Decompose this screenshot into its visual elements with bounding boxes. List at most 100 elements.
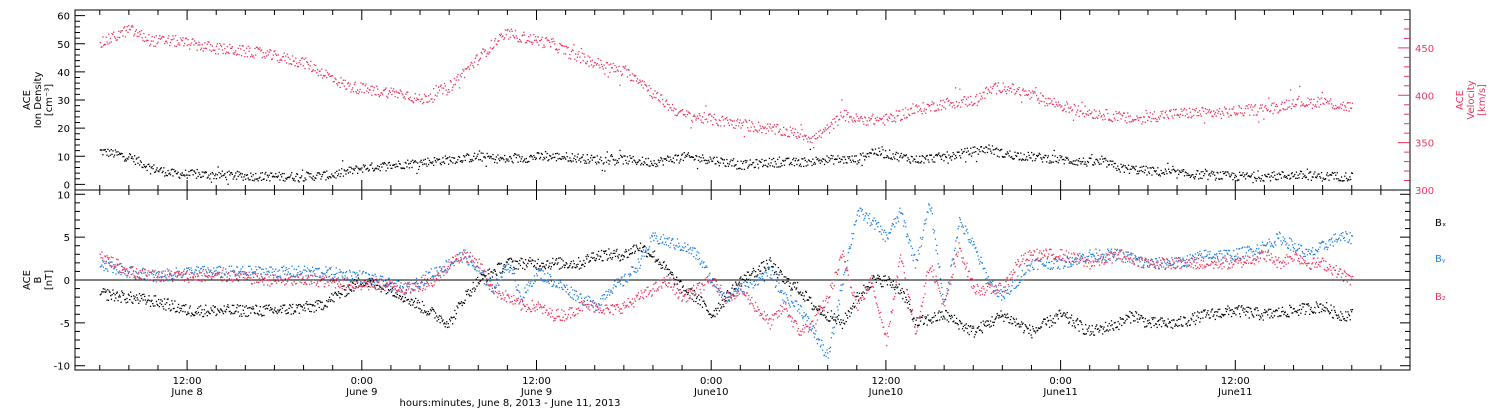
scatter-point	[872, 275, 875, 277]
scatter-point	[190, 315, 192, 317]
scatter-point	[1119, 113, 1121, 115]
scatter-point	[238, 305, 240, 307]
scatter-point	[1292, 99, 1294, 101]
scatter-point	[1070, 106, 1072, 108]
scatter-point	[1232, 108, 1234, 110]
scatter-point	[261, 56, 264, 59]
scatter-point	[172, 303, 174, 305]
scatter-point	[437, 92, 439, 94]
scatter-point	[936, 104, 938, 106]
scatter-point	[1304, 313, 1306, 315]
scatter-point	[468, 154, 470, 156]
scatter-point	[678, 111, 680, 113]
scatter-point	[387, 167, 389, 169]
scatter-point	[1168, 322, 1170, 324]
scatter-point	[620, 259, 622, 261]
scatter-point	[1217, 172, 1219, 174]
scatter-point	[1320, 172, 1323, 174]
scatter-point	[464, 68, 466, 70]
scatter-point	[1106, 329, 1108, 331]
scatter-point	[752, 161, 755, 164]
scatter-point	[1162, 110, 1164, 112]
scatter-point	[624, 155, 626, 157]
scatter-point	[1020, 95, 1022, 97]
scatter-point	[568, 57, 570, 59]
scatter-point	[151, 273, 153, 275]
scatter-point	[453, 84, 455, 86]
scatter-point	[290, 63, 292, 65]
scatter-point	[948, 314, 950, 317]
scatter-point	[880, 153, 882, 155]
scatter-point	[975, 331, 977, 333]
scatter-point	[914, 161, 917, 163]
scatter-point	[818, 159, 821, 161]
scatter-point	[1130, 312, 1132, 314]
scatter-point	[410, 99, 412, 102]
scatter-point	[702, 300, 704, 302]
scatter-point	[1017, 322, 1020, 325]
scatter-point	[653, 160, 655, 162]
scatter-point	[101, 149, 103, 151]
scatter-point	[1343, 180, 1345, 182]
scatter-point	[697, 117, 700, 120]
scatter-point	[1051, 154, 1054, 156]
scatter-point	[692, 156, 695, 158]
scatter-point	[505, 158, 507, 160]
scatter-point	[370, 85, 372, 87]
scatter-point	[252, 306, 254, 308]
scatter-point	[184, 42, 186, 45]
scatter-point	[865, 124, 867, 126]
scatter-point	[415, 99, 417, 102]
scatter-point	[903, 114, 905, 116]
scatter-point	[107, 299, 110, 301]
scatter-point	[695, 300, 697, 303]
scatter-point	[487, 51, 489, 53]
scatter-point	[434, 317, 436, 319]
scatter-point	[1144, 169, 1146, 171]
scatter-point	[817, 158, 819, 160]
scatter-point	[484, 51, 486, 53]
scatter-point	[162, 36, 164, 38]
scatter-point	[1174, 171, 1176, 173]
scatter-point	[123, 155, 125, 158]
scatter-point	[552, 257, 554, 260]
scatter-point	[945, 310, 947, 312]
scatter-point	[1269, 317, 1271, 319]
scatter-point	[519, 40, 522, 42]
scatter-point	[281, 56, 284, 58]
scatter-point	[237, 175, 239, 177]
scatter-point	[410, 298, 412, 300]
scatter-point	[177, 171, 179, 173]
scatter-point	[778, 130, 781, 132]
scatter-point	[1169, 321, 1171, 324]
scatter-point	[1286, 313, 1289, 316]
scatter-point	[793, 286, 796, 288]
scatter-point	[338, 82, 340, 84]
scatter-point	[1350, 172, 1353, 174]
scatter-point	[1248, 317, 1250, 319]
scatter-point	[1107, 160, 1109, 162]
scatter-point	[1105, 159, 1107, 161]
scatter-point	[240, 55, 243, 57]
scatter-point	[291, 63, 293, 65]
scatter-point	[502, 268, 505, 270]
scatter-point	[1209, 317, 1211, 319]
scatter-point	[573, 263, 575, 265]
scatter-point	[266, 174, 269, 176]
scatter-point	[406, 299, 408, 301]
scatter-point	[878, 120, 880, 122]
scatter-point	[519, 38, 521, 40]
scatter-point	[632, 155, 634, 158]
scatter-point	[1285, 99, 1288, 101]
scatter-point	[732, 284, 734, 286]
scatter-point	[531, 259, 533, 261]
scatter-point	[430, 161, 432, 164]
scatter-point	[449, 320, 452, 322]
scatter-point	[704, 118, 706, 121]
scatter-point	[1265, 175, 1267, 178]
scatter-point	[418, 165, 421, 168]
scatter-point	[460, 76, 462, 78]
scatter-point	[463, 70, 465, 72]
scatter-point	[957, 104, 959, 107]
scatter-point	[212, 173, 214, 175]
